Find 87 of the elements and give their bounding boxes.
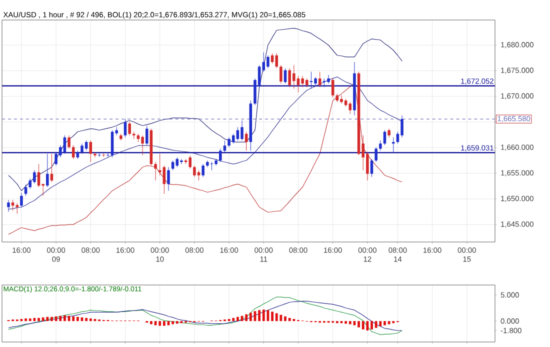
candlestick — [379, 140, 382, 151]
bar — [162, 321, 166, 326]
candlestick — [240, 120, 244, 141]
candlestick — [180, 158, 183, 164]
candlestick — [120, 134, 122, 141]
bar — [353, 321, 356, 326]
bar — [236, 316, 239, 322]
bar — [89, 318, 92, 322]
candlestick — [214, 158, 218, 166]
candlestick — [275, 53, 278, 68]
candlestick — [232, 134, 235, 144]
candlestick — [110, 130, 114, 158]
bar — [54, 316, 58, 322]
candlestick — [284, 68, 287, 84]
bar — [271, 312, 274, 322]
bar — [284, 316, 286, 322]
bar — [280, 314, 282, 322]
candlestick — [188, 155, 192, 169]
candlestick — [340, 95, 343, 104]
bar — [28, 318, 32, 322]
candlestick — [167, 166, 170, 191]
bar — [249, 312, 252, 322]
bar — [384, 321, 386, 326]
candlestick — [20, 192, 23, 208]
bar — [24, 318, 27, 322]
bar — [245, 314, 248, 322]
candlestick — [348, 102, 352, 114]
candlestick — [400, 115, 404, 138]
bar — [64, 315, 66, 322]
candlestick — [162, 165, 166, 194]
bar — [46, 316, 49, 322]
bar — [262, 310, 265, 322]
candlestick — [7, 200, 10, 212]
bar — [158, 321, 162, 326]
candlestick — [128, 122, 131, 136]
bar — [292, 318, 296, 322]
candlestick — [236, 126, 240, 141]
bar — [76, 316, 79, 322]
candlestick — [154, 162, 157, 181]
candlestick — [266, 55, 270, 68]
bar — [388, 321, 390, 324]
candlestick — [89, 140, 92, 162]
candlestick — [331, 78, 334, 98]
bar — [275, 313, 278, 322]
bar — [150, 321, 152, 324]
bar — [42, 317, 44, 322]
candlestick — [193, 165, 196, 178]
candlestick — [219, 148, 222, 162]
candlestick — [124, 118, 127, 138]
candlestick — [310, 72, 313, 89]
candlestick — [80, 143, 84, 154]
bar — [358, 321, 360, 328]
bar — [85, 318, 88, 322]
bar — [370, 321, 373, 330]
candlestick — [327, 74, 330, 84]
bar — [50, 316, 53, 322]
candlestick — [158, 154, 162, 176]
bar — [362, 321, 364, 330]
candlestick — [145, 125, 148, 146]
bar — [72, 316, 75, 322]
candlestick — [202, 164, 204, 178]
bar — [232, 318, 235, 322]
bar — [38, 318, 40, 322]
bar — [366, 321, 369, 330]
bar — [172, 321, 174, 324]
candlestick — [68, 135, 70, 149]
bar — [379, 321, 382, 326]
bar — [348, 321, 352, 324]
bar — [33, 318, 36, 322]
candlestick — [94, 152, 96, 158]
candlestick — [24, 184, 28, 196]
candlestick — [72, 144, 75, 160]
bar — [167, 321, 170, 326]
candlestick — [392, 137, 395, 153]
candlestick — [141, 135, 144, 156]
bar — [374, 321, 378, 328]
bar — [59, 316, 62, 322]
candlestick — [370, 158, 374, 178]
candlestick — [280, 64, 282, 84]
bar — [344, 321, 348, 324]
candlestick — [374, 146, 378, 162]
bar — [176, 321, 178, 324]
bar — [258, 310, 261, 322]
bar — [154, 321, 157, 326]
candlestick — [46, 154, 49, 188]
candlestick — [63, 135, 66, 154]
bar — [288, 318, 291, 322]
